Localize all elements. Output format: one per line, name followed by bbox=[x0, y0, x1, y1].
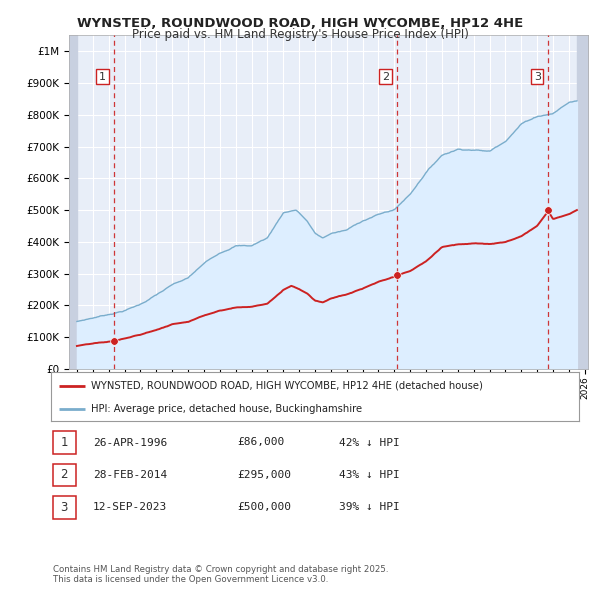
Text: £295,000: £295,000 bbox=[237, 470, 291, 480]
Text: 43% ↓ HPI: 43% ↓ HPI bbox=[339, 470, 400, 480]
Text: Price paid vs. HM Land Registry's House Price Index (HPI): Price paid vs. HM Land Registry's House … bbox=[131, 28, 469, 41]
Text: 2: 2 bbox=[382, 71, 389, 81]
Text: WYNSTED, ROUNDWOOD ROAD, HIGH WYCOMBE, HP12 4HE: WYNSTED, ROUNDWOOD ROAD, HIGH WYCOMBE, H… bbox=[77, 17, 523, 30]
Text: 42% ↓ HPI: 42% ↓ HPI bbox=[339, 438, 400, 447]
Text: WYNSTED, ROUNDWOOD ROAD, HIGH WYCOMBE, HP12 4HE (detached house): WYNSTED, ROUNDWOOD ROAD, HIGH WYCOMBE, H… bbox=[91, 381, 482, 391]
Text: £86,000: £86,000 bbox=[237, 438, 284, 447]
Text: 3: 3 bbox=[61, 501, 68, 514]
Text: 3: 3 bbox=[534, 71, 541, 81]
Text: 12-SEP-2023: 12-SEP-2023 bbox=[93, 503, 167, 512]
Text: 39% ↓ HPI: 39% ↓ HPI bbox=[339, 503, 400, 512]
Text: 28-FEB-2014: 28-FEB-2014 bbox=[93, 470, 167, 480]
Text: 26-APR-1996: 26-APR-1996 bbox=[93, 438, 167, 447]
Text: 1: 1 bbox=[99, 71, 106, 81]
Text: £500,000: £500,000 bbox=[237, 503, 291, 512]
Text: HPI: Average price, detached house, Buckinghamshire: HPI: Average price, detached house, Buck… bbox=[91, 404, 362, 414]
Text: 2: 2 bbox=[61, 468, 68, 481]
Text: Contains HM Land Registry data © Crown copyright and database right 2025.
This d: Contains HM Land Registry data © Crown c… bbox=[53, 565, 388, 584]
Text: 1: 1 bbox=[61, 436, 68, 449]
